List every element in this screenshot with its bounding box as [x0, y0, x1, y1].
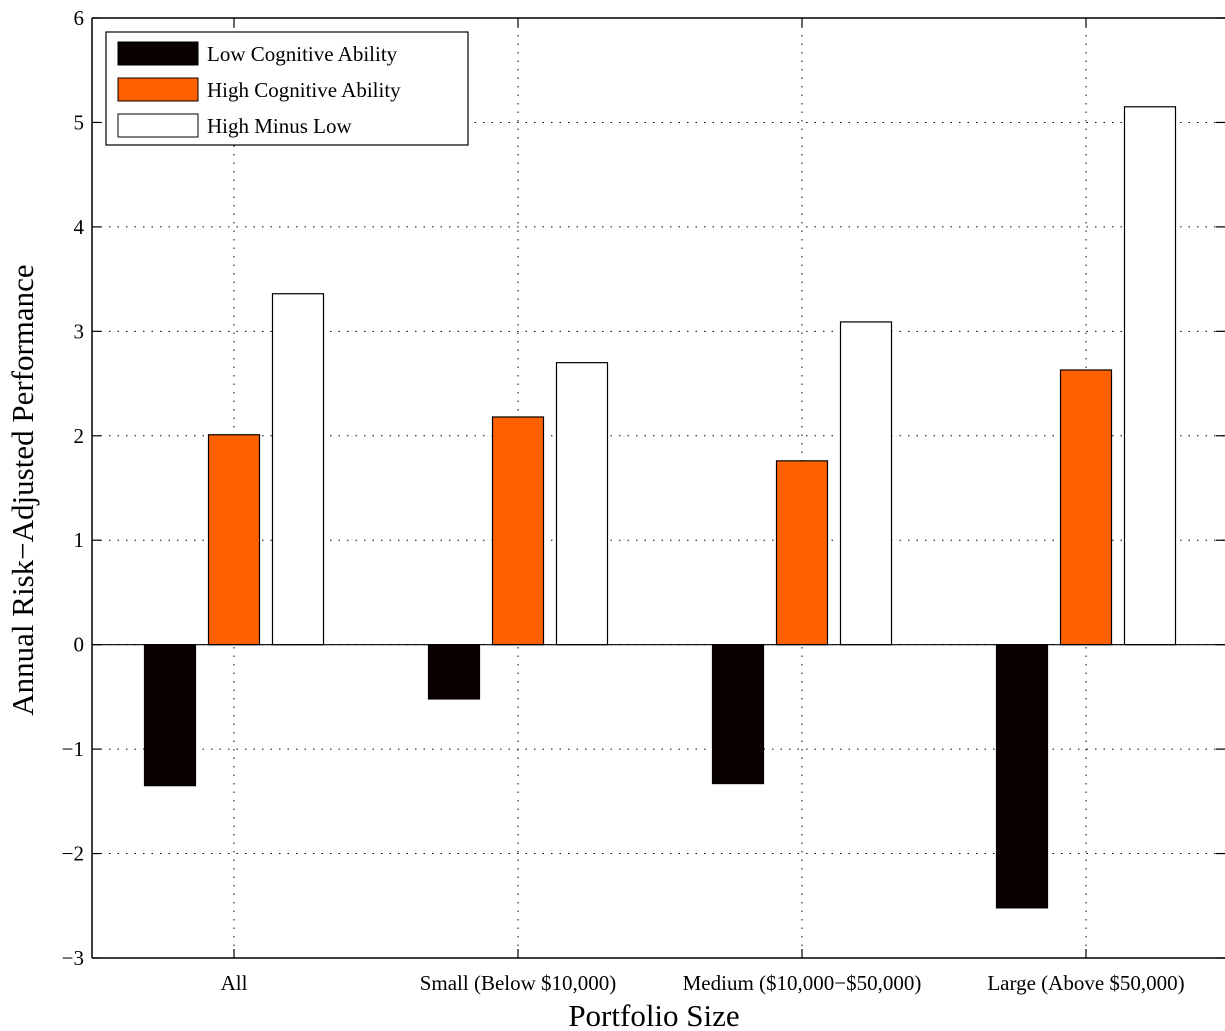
- bar-high-3: [1059, 369, 1113, 646]
- x-tick-label: Medium ($10,000−$50,000): [683, 971, 922, 995]
- bar-low-1: [427, 644, 481, 700]
- y-tick-label: 0: [74, 633, 85, 657]
- y-tick-label: 5: [74, 110, 85, 134]
- legend-label-high: High Cognitive Ability: [207, 78, 401, 102]
- bar-low-3: [995, 644, 1049, 909]
- tick-labels: −3 −2 −1 0 1 2 3 4 5 6 All Small (Below $10,000) Med…: [62, 6, 1185, 995]
- bars: [143, 106, 1177, 909]
- bar-low-2: [711, 644, 765, 785]
- legend-label-low: Low Cognitive Ability: [207, 42, 398, 66]
- bar-diff-2: [839, 321, 893, 646]
- y-tick-label: −1: [62, 737, 84, 761]
- legend-swatch-diff: [117, 113, 199, 138]
- x-tick-label: Small (Below $10,000): [420, 971, 617, 995]
- x-axis-title: Portfolio Size: [568, 998, 739, 1031]
- bar-diff-1: [555, 362, 609, 646]
- bar-high-0: [207, 434, 261, 646]
- bar-diff-0: [271, 293, 325, 646]
- x-tick-label: Large (Above $50,000): [987, 971, 1184, 995]
- y-tick-label: −3: [62, 946, 84, 970]
- bar-diff-3: [1123, 106, 1177, 646]
- y-tick-label: −2: [62, 842, 84, 866]
- bar-high-2: [775, 460, 829, 646]
- y-tick-label: 1: [74, 528, 85, 552]
- bar-high-1: [491, 416, 545, 646]
- y-tick-label: 2: [74, 424, 85, 448]
- y-tick-label: 6: [74, 6, 85, 30]
- grid-lines: [92, 18, 1225, 958]
- x-tick-label: All: [221, 971, 248, 995]
- legend-swatch-low: [117, 41, 199, 66]
- legend-label-diff: High Minus Low: [207, 114, 353, 138]
- legend-swatch-high: [117, 77, 199, 102]
- y-tick-label: 3: [74, 319, 85, 343]
- y-tick-label: 4: [74, 215, 85, 239]
- y-axis-title: Annual Risk−Adjusted Performance: [5, 264, 40, 715]
- bar-low-0: [143, 644, 197, 787]
- legend: Low Cognitive Ability High Cognitive Abi…: [105, 31, 469, 146]
- axes: [91, 17, 1225, 959]
